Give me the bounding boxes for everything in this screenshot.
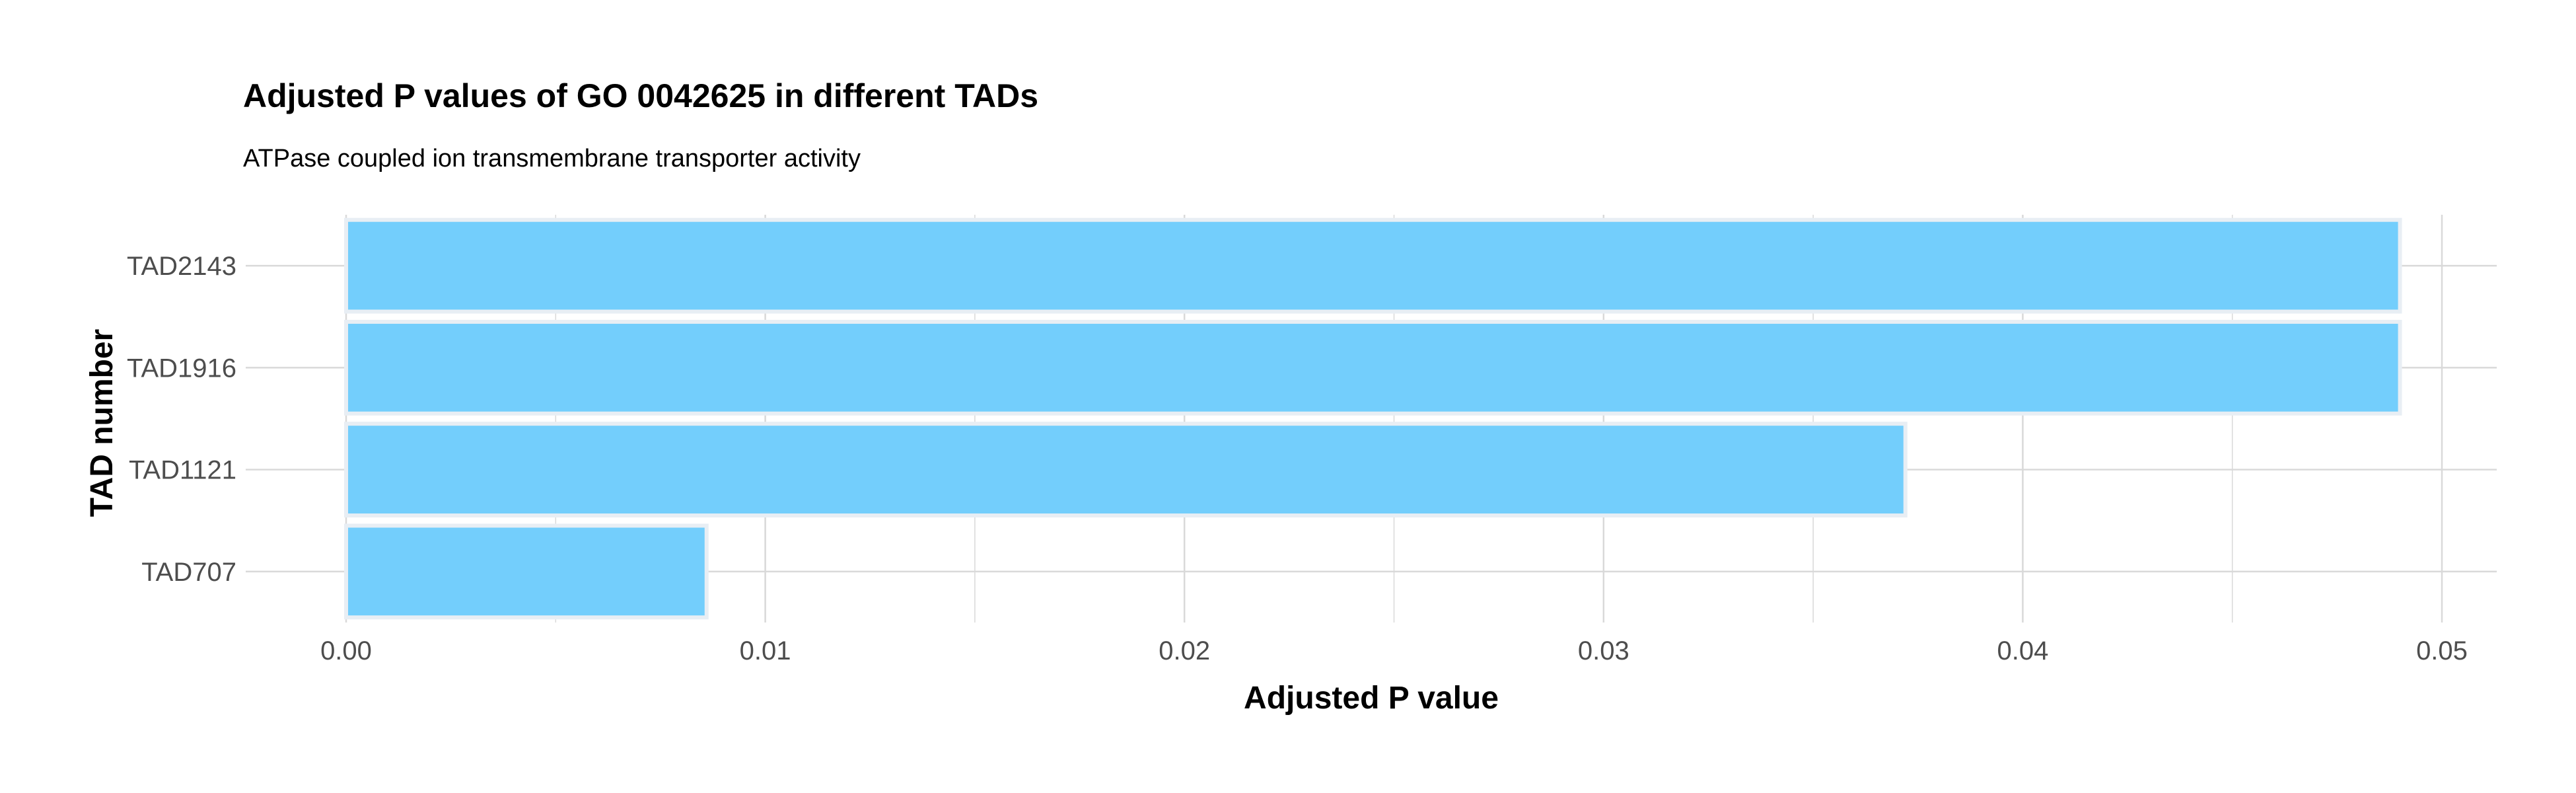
bar-tad1916 xyxy=(344,319,2402,416)
x-tick-label: 0.01 xyxy=(740,636,791,665)
bar-tad2143 xyxy=(344,217,2402,314)
y-axis-title: TAD number xyxy=(85,329,120,517)
bar-tad1121 xyxy=(344,422,1908,518)
chart-title: Adjusted P values of GO 0042625 in diffe… xyxy=(243,77,1038,114)
x-tick-label: 0.05 xyxy=(2416,636,2468,665)
y-axis-ticks: TAD2143 TAD1916 TAD1121 TAD707 xyxy=(127,252,236,587)
x-tick-label: 0.04 xyxy=(1997,636,2048,665)
y-tick-label: TAD1121 xyxy=(129,456,236,485)
y-tick-label: TAD707 xyxy=(141,558,236,587)
x-tick-label: 0.02 xyxy=(1159,636,1210,665)
chart-subtitle: ATPase coupled ion transmembrane transpo… xyxy=(243,145,861,172)
y-tick-label: TAD2143 xyxy=(127,252,236,281)
bars xyxy=(344,217,2402,620)
x-tick-label: 0.00 xyxy=(320,636,372,665)
x-axis-ticks: 0.00 0.01 0.02 0.03 0.04 0.05 xyxy=(320,636,2468,665)
y-tick-label: TAD1916 xyxy=(127,354,236,383)
x-axis-title: Adjusted P value xyxy=(1244,681,1499,716)
x-tick-label: 0.03 xyxy=(1578,636,1629,665)
bar-tad707 xyxy=(344,523,709,620)
